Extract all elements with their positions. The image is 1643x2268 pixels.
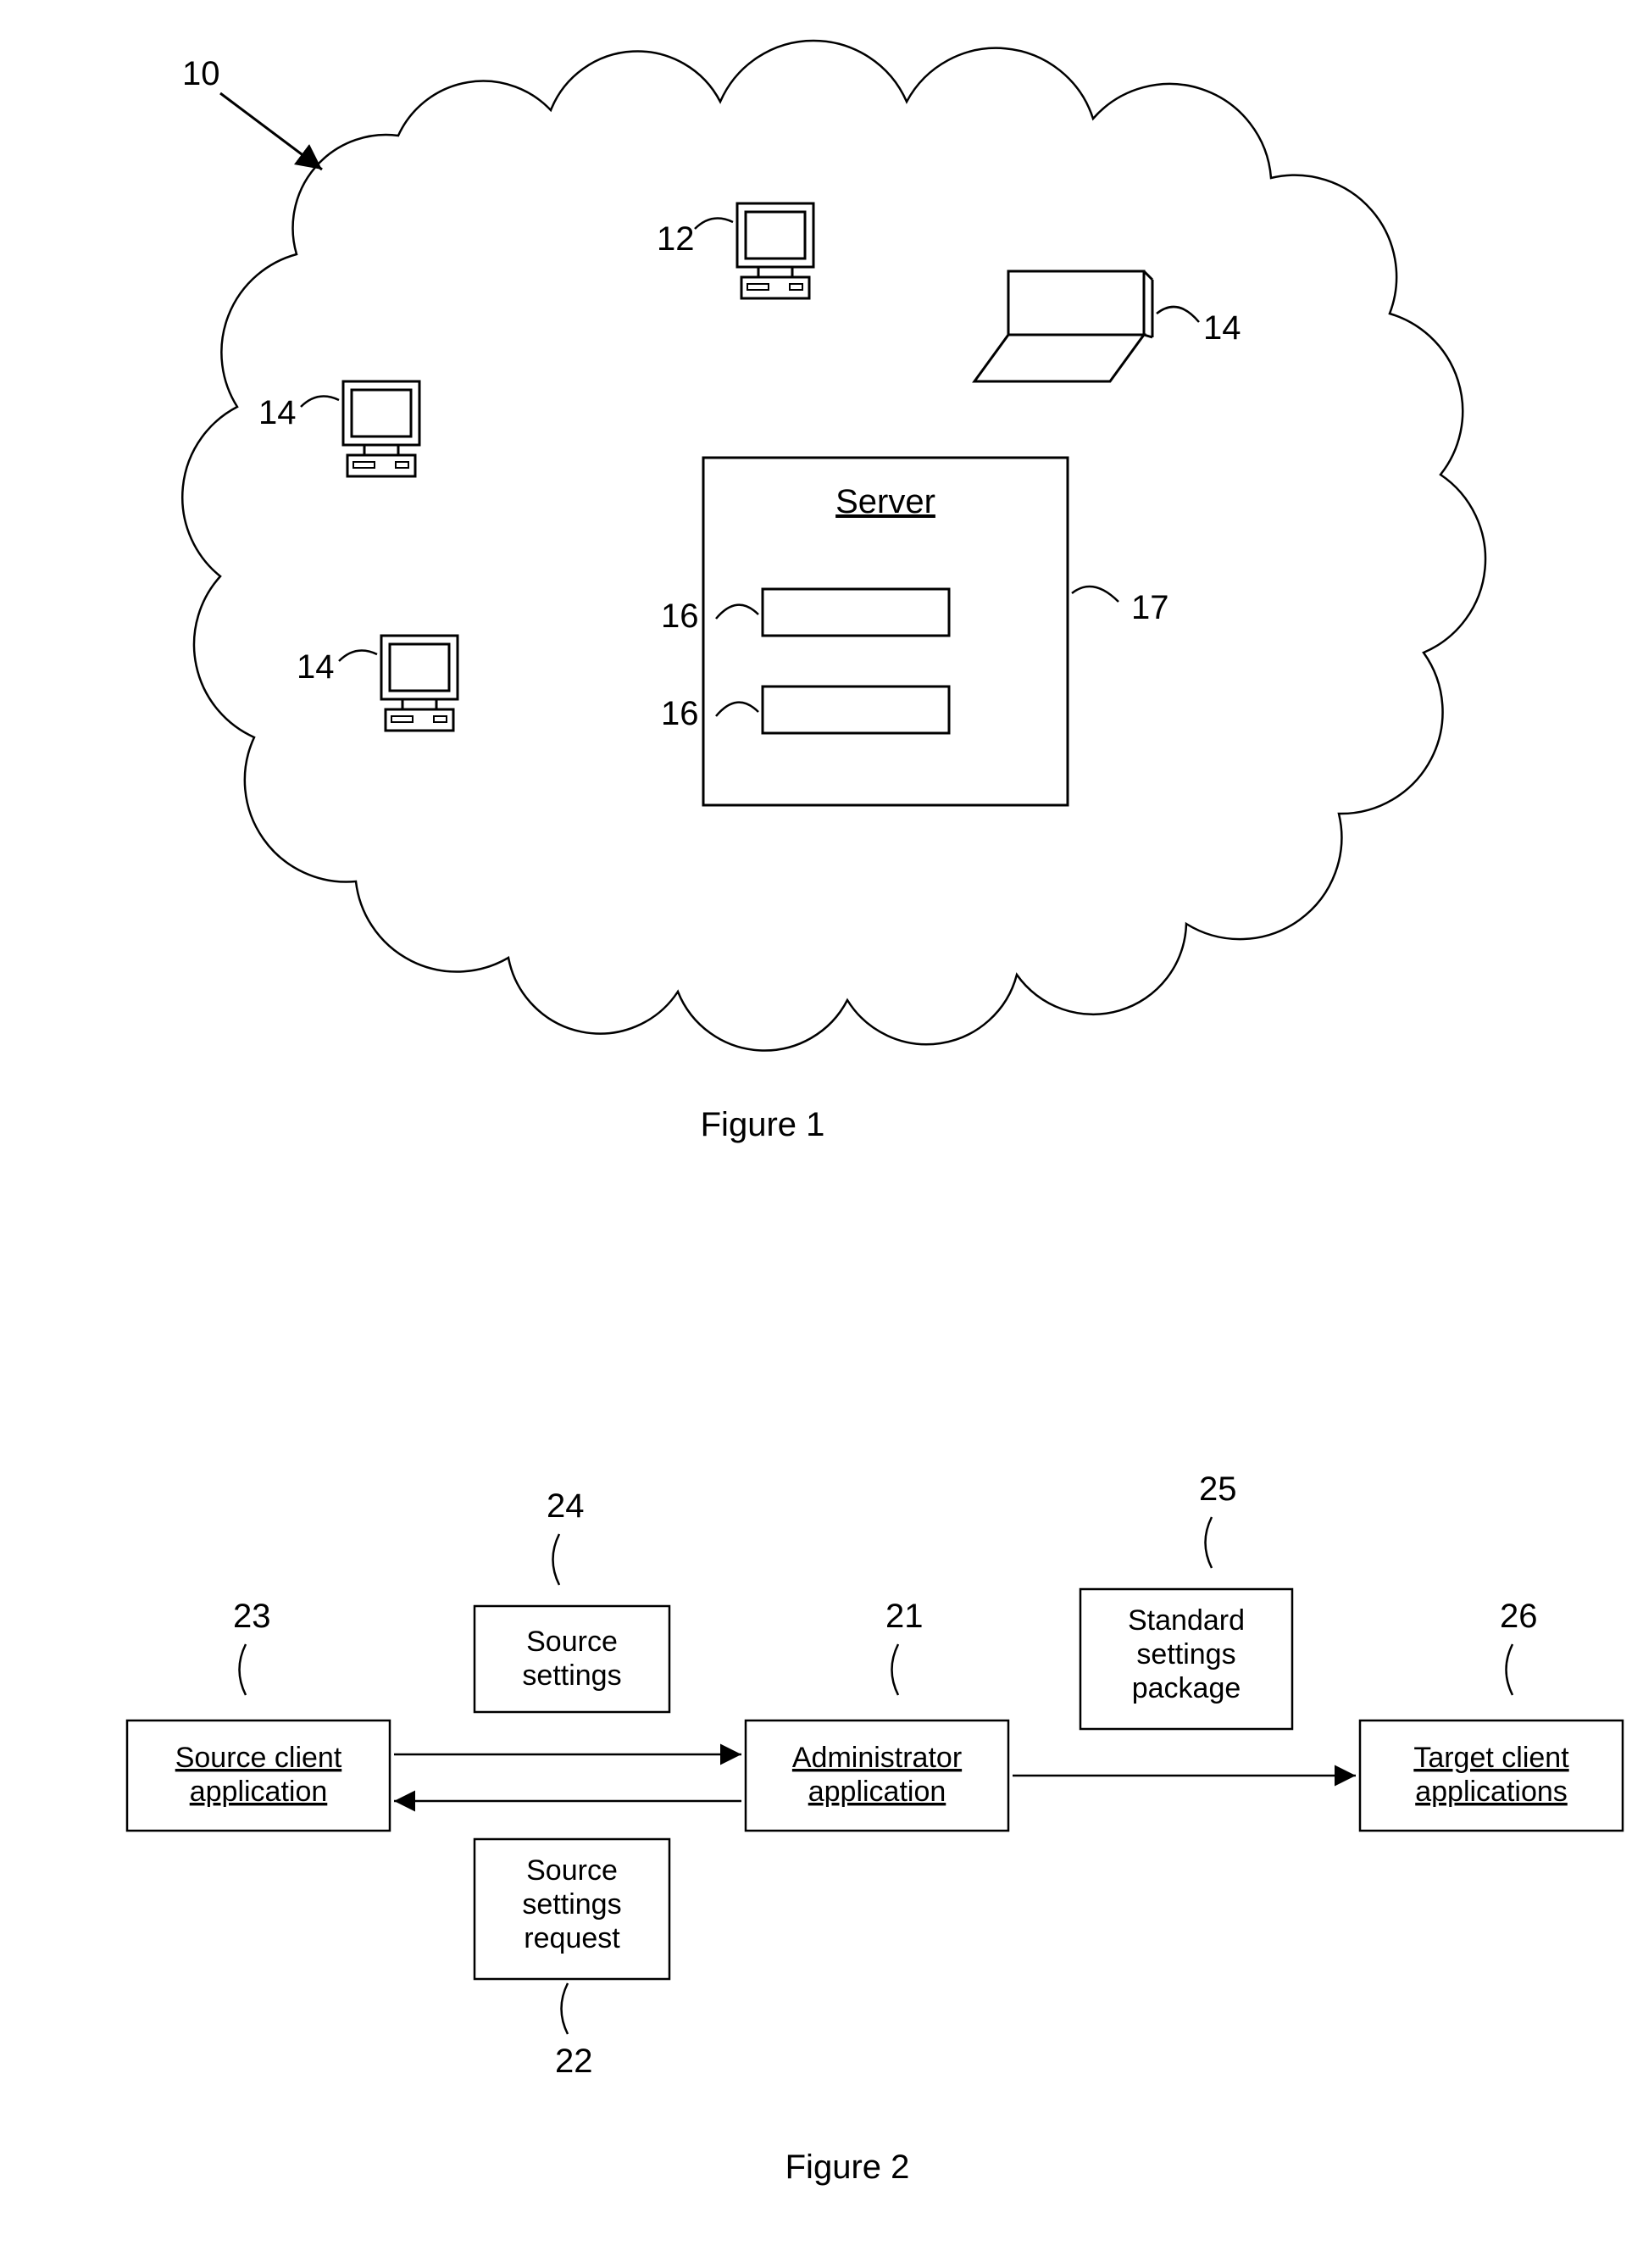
lead-21 [892, 1644, 899, 1695]
text-pkg-l2: settings [1136, 1638, 1235, 1670]
label-16-top: 16 [661, 598, 699, 635]
text-source-settings-l1: Source [526, 1626, 618, 1658]
diagram-canvas: 10 12 14 [0, 0, 1643, 2268]
label-26: 26 [1500, 1598, 1538, 1635]
computer-left-bottom [381, 636, 458, 731]
text-ssr-l2: settings [522, 1888, 621, 1921]
cloud-label-arrow [220, 93, 322, 170]
label-left-bottom-14: 14 [297, 648, 335, 686]
text-admin-l2: application [808, 1776, 946, 1808]
box-target: Target client applications [1360, 1720, 1623, 1831]
label-23: 23 [233, 1598, 271, 1635]
lead-left-top-14 [301, 397, 339, 408]
text-ssr-l3: request [524, 1922, 620, 1954]
text-target-l2: applications [1415, 1776, 1568, 1808]
label-laptop-14: 14 [1203, 309, 1241, 347]
box-source-client: Source client application [127, 1720, 390, 1831]
text-pkg-l1: Standard [1128, 1604, 1245, 1637]
text-source-client-l1: Source client [175, 1742, 342, 1774]
lead-26 [1507, 1644, 1513, 1695]
text-ssr-l1: Source [526, 1854, 618, 1887]
box-source-settings: Source settings [475, 1606, 669, 1712]
computer-left-top [343, 381, 419, 476]
label-25: 25 [1199, 1470, 1237, 1508]
lead-laptop-14 [1157, 307, 1199, 322]
cloud-label-10: 10 [182, 55, 220, 92]
figure-2-caption: Figure 2 [785, 2148, 910, 2186]
box-source-settings-request: Source settings request [475, 1839, 669, 1979]
label-24: 24 [547, 1487, 585, 1525]
text-target-l1: Target client [1413, 1742, 1569, 1774]
lead-25 [1206, 1517, 1213, 1568]
server-title: Server [835, 483, 935, 520]
figure-2: Source client application 23 Source sett… [127, 1470, 1623, 2186]
server-box: Server [703, 458, 1068, 805]
lead-17 [1072, 586, 1118, 602]
lead-12 [695, 219, 733, 230]
box-admin: Administrator application [746, 1720, 1008, 1831]
text-admin-l1: Administrator [792, 1742, 962, 1774]
label-21: 21 [885, 1598, 924, 1635]
text-pkg-l3: package [1132, 1672, 1241, 1704]
text-source-client-l2: application [190, 1776, 328, 1808]
label-17: 17 [1131, 589, 1169, 626]
lead-left-bottom-14 [339, 651, 377, 662]
label-16-bottom: 16 [661, 695, 699, 732]
figure-1-caption: Figure 1 [701, 1106, 825, 1143]
label-22: 22 [555, 2043, 593, 2080]
lead-22 [562, 1983, 569, 2034]
figure-1: 10 12 14 [182, 41, 1485, 1143]
label-left-top-14: 14 [258, 394, 297, 431]
label-12: 12 [657, 220, 695, 258]
lead-23 [240, 1644, 247, 1695]
text-source-settings-l2: settings [522, 1659, 621, 1692]
lead-24 [553, 1534, 560, 1585]
laptop [974, 271, 1152, 381]
computer-top [737, 203, 813, 298]
box-standard-pkg: Standard settings package [1080, 1589, 1292, 1729]
